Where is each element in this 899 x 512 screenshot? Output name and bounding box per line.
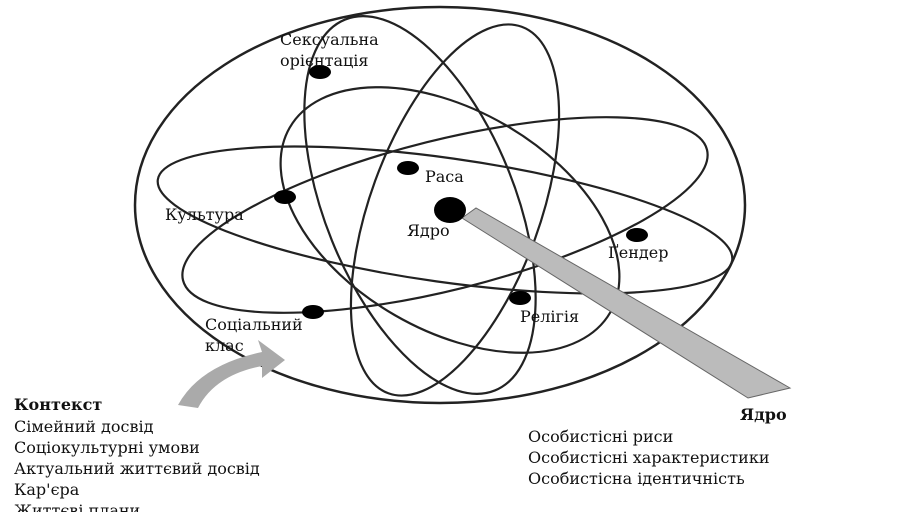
label: Особистісні риси <box>528 427 673 446</box>
labels: Сексуальна орієнтація Раса Культура Ядро Ґенд… <box>14 30 787 512</box>
label: орієнтація <box>280 51 369 70</box>
label: Ґендер <box>608 243 668 262</box>
orbit <box>156 145 734 295</box>
orbit <box>279 86 621 354</box>
label: клас <box>205 336 244 355</box>
orbit <box>349 23 561 397</box>
context-arrow <box>178 340 285 408</box>
dot <box>309 65 331 79</box>
label: Соціокультурні умови <box>14 438 200 457</box>
label: Ядро <box>740 405 787 424</box>
label: Актуальний життєвий досвід <box>14 459 260 478</box>
label: Соціальний <box>205 315 303 334</box>
label: Раса <box>425 167 464 186</box>
outer-circle <box>133 5 747 405</box>
label: Культура <box>165 205 244 224</box>
label: Сімейний досвід <box>14 417 154 436</box>
label: Життєві плани <box>14 501 140 512</box>
dot <box>302 305 324 319</box>
orbit <box>181 116 709 314</box>
dot <box>274 190 296 204</box>
dot <box>626 228 648 242</box>
dot <box>397 161 419 175</box>
label: Контекст <box>14 395 102 414</box>
label: Кар'єра <box>14 480 80 499</box>
label: Особистісні характеристики <box>528 448 769 467</box>
orbit <box>303 15 537 395</box>
core-beam <box>461 207 792 399</box>
label: Релігія <box>520 307 579 326</box>
label: Сексуальна <box>280 30 379 49</box>
nucleus <box>434 197 466 223</box>
orbits <box>156 15 734 397</box>
label: Ядро <box>407 221 450 240</box>
label: Особистісна ідентичність <box>528 469 745 488</box>
dot <box>509 291 531 305</box>
dots <box>274 65 648 319</box>
